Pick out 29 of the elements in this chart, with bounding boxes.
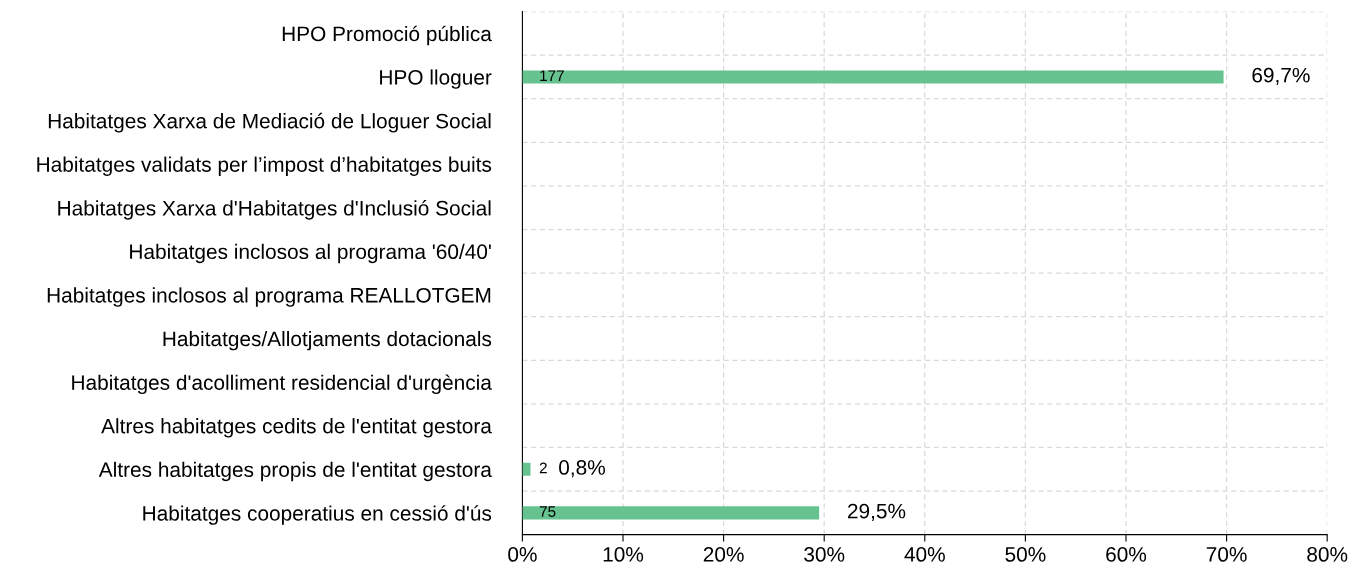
x-tick-label: 10% xyxy=(603,547,644,562)
y-tick-label: Habitatges validats per l’impost d’habitatges buits xyxy=(37,156,492,176)
bar xyxy=(522,506,820,520)
y-tick-label: Habitatges Xarxa de Mediació de Lloguer Social xyxy=(48,112,491,133)
y-tick-label: Habitatges inclosos al programa REALLOTGEM xyxy=(47,287,491,307)
x-tick-label: 70% xyxy=(1206,547,1247,562)
data-label: 0,8% xyxy=(559,460,605,478)
data-label: 69,7% xyxy=(1252,67,1310,85)
y-tick-label: Habitatges inclosos al programa '60/40' xyxy=(130,243,491,264)
annotation: 2 xyxy=(539,462,547,474)
annotation: 75 xyxy=(539,506,556,517)
y-tick-label: HPO lloguer xyxy=(380,69,492,89)
x-tick-label: 60% xyxy=(1106,547,1147,562)
y-tick-label: Altres habitatges propis de l'entitat gestora xyxy=(98,461,492,482)
y-tick-label: Altres habitatges cedits de l'entitat gestora xyxy=(101,418,492,438)
x-tick-label: 40% xyxy=(904,547,945,562)
y-tick-label: Habitatges/Allotjaments dotacionals xyxy=(163,330,492,351)
x-tick-label: 30% xyxy=(804,547,845,562)
bar xyxy=(522,70,1224,84)
data-label: 29,5% xyxy=(847,503,906,521)
y-tick-label: HPO Promoció pública xyxy=(282,25,492,46)
x-tick-label: 50% xyxy=(1005,547,1046,562)
y-tick-label: Habitatges cooperatius en cessió d'ús xyxy=(143,505,492,525)
x-tick-label: 20% xyxy=(703,547,744,562)
annotation: 177 xyxy=(540,70,564,81)
x-tick-label: 80% xyxy=(1307,547,1348,562)
x-tick-label: 0% xyxy=(508,547,537,562)
y-tick-label: Habitatges d'acolliment residencial d'urgència xyxy=(72,374,492,395)
y-tick-label: Habitatges Xarxa d'Habitatges d'Inclusió Social xyxy=(58,200,491,220)
